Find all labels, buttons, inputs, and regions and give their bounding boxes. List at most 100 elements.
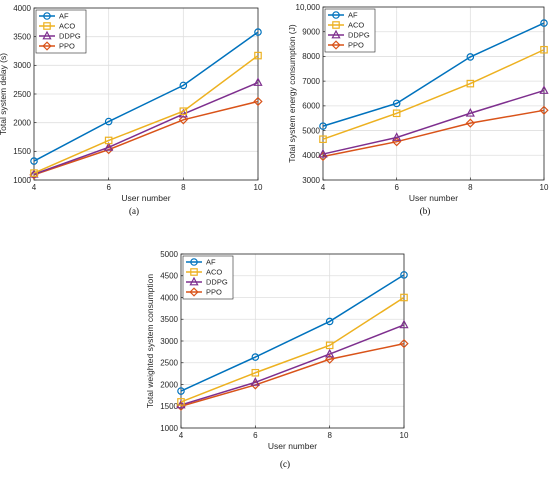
data-point-ddpg [399, 319, 409, 329]
y-tick-label: 9000 [302, 28, 320, 37]
y-tick-label: 3000 [13, 61, 31, 70]
y-tick-label: 3500 [13, 32, 31, 41]
data-point-aco [392, 109, 401, 118]
data-point-af [540, 19, 548, 27]
data-point-ppo [325, 354, 335, 364]
legend-label-aco: ACO [348, 21, 364, 30]
data-point-af [30, 157, 38, 165]
legend-marker-ppo [189, 287, 199, 297]
legend-label-af: AF [206, 258, 216, 267]
y-tick-label: 2500 [160, 359, 178, 368]
y-tick-label: 2000 [160, 380, 178, 389]
data-point-ppo [399, 338, 409, 349]
legend-marker-ddpg [189, 276, 199, 286]
x-tick-label: 8 [327, 431, 332, 440]
x-tick-label: 6 [394, 183, 399, 192]
y-tick-label: 3000 [302, 176, 320, 185]
data-point-ddpg [104, 142, 114, 151]
data-point-af [392, 99, 401, 108]
series-line-aco [180, 296, 405, 403]
data-point-aco [540, 45, 548, 54]
caption-a: (a) [129, 206, 139, 216]
data-point-ddpg [539, 85, 549, 94]
data-point-aco [466, 79, 475, 88]
series-line-ppo [180, 342, 405, 407]
series-line-ddpg [322, 89, 545, 155]
data-point-af [466, 53, 475, 61]
y-tick-label: 1000 [160, 424, 178, 433]
chart-panel-b: 4 6 8 10 3000 4000 5000 6000 7000 8000 9000 10,000 U… [287, 3, 549, 216]
y-tick-label: 1000 [13, 176, 31, 185]
caption-c: (c) [280, 459, 290, 469]
legend-marker-af [332, 11, 340, 19]
legend-label-ddpg: DDPG [59, 32, 81, 41]
y-tick-label: 7000 [302, 77, 320, 86]
legend-marker-aco [332, 21, 340, 29]
data-point-aco [251, 368, 260, 377]
y-tick-label: 6000 [302, 102, 320, 111]
x-tick-label: 10 [254, 183, 263, 192]
legend-label-aco: ACO [206, 268, 222, 277]
legend-marker-ddpg [331, 29, 341, 39]
x-tick-label: 6 [106, 183, 111, 192]
data-point-aco [319, 135, 327, 144]
x-tick-label: 8 [181, 183, 186, 192]
data-point-ddpg [250, 377, 260, 386]
data-point-af [104, 117, 113, 126]
y-tick-label: 4000 [302, 151, 320, 160]
data-point-ddpg [253, 77, 263, 86]
y-tick-label: 10,000 [296, 3, 321, 12]
data-point-ppo [465, 118, 475, 128]
data-point-ddpg [392, 132, 402, 141]
legend-marker-af [190, 258, 198, 266]
y-axis-label: Total weighted system consumption [145, 274, 155, 408]
data-point-af [325, 317, 334, 326]
data-point-ddpg [176, 399, 186, 409]
y-tick-label: 3500 [160, 315, 178, 324]
series-line-af [180, 274, 405, 392]
x-tick-label: 10 [400, 431, 409, 440]
legend-label-ppo: PPO [206, 288, 222, 297]
data-point-aco [179, 107, 188, 116]
data-point-aco [400, 293, 408, 302]
series-line-af [322, 22, 545, 127]
y-axis-label: Total system delay (s) [0, 53, 8, 135]
y-tick-label: 1500 [160, 402, 178, 411]
legend-marker-ppo [42, 41, 52, 51]
data-point-af [319, 122, 327, 130]
x-tick-label: 8 [468, 183, 473, 192]
data-point-ppo [539, 105, 549, 115]
x-tick-label: 4 [32, 183, 37, 192]
data-point-af [177, 387, 185, 395]
y-tick-label: 1500 [13, 147, 31, 156]
y-tick-label: 5000 [160, 250, 178, 259]
series-line-ddpg [33, 81, 259, 175]
legend-label-ddpg: DDPG [206, 278, 228, 287]
caption-b: (b) [420, 206, 431, 216]
x-tick-label: 4 [179, 431, 184, 440]
legend-marker-aco [190, 268, 198, 276]
data-point-ddpg [178, 108, 188, 118]
x-axis-label: User number [409, 193, 458, 203]
legend-marker-ppo [331, 40, 341, 50]
legend-marker-ddpg [42, 30, 52, 40]
legend-label-aco: ACO [59, 22, 75, 31]
legend-label-af: AF [59, 12, 69, 21]
data-point-aco [254, 51, 262, 60]
y-tick-label: 5000 [302, 126, 320, 135]
y-tick-label: 8000 [302, 52, 320, 61]
legend-label-ddpg: DDPG [348, 31, 370, 40]
chart-panel-a: 4 6 8 10 1000 1500 2000 2500 3000 3500 4000 User nu… [0, 4, 263, 216]
legend-label-ppo: PPO [348, 41, 364, 50]
y-tick-label: 4000 [160, 293, 178, 302]
series-line-ddpg [180, 324, 405, 406]
data-point-ddpg [465, 107, 475, 117]
series-line-aco [33, 54, 259, 174]
data-point-ppo [253, 96, 263, 107]
legend-marker-af [43, 12, 51, 20]
data-point-af [400, 271, 408, 279]
x-tick-label: 10 [540, 183, 549, 192]
x-tick-label: 4 [321, 183, 326, 192]
legend-marker-aco [43, 22, 51, 30]
